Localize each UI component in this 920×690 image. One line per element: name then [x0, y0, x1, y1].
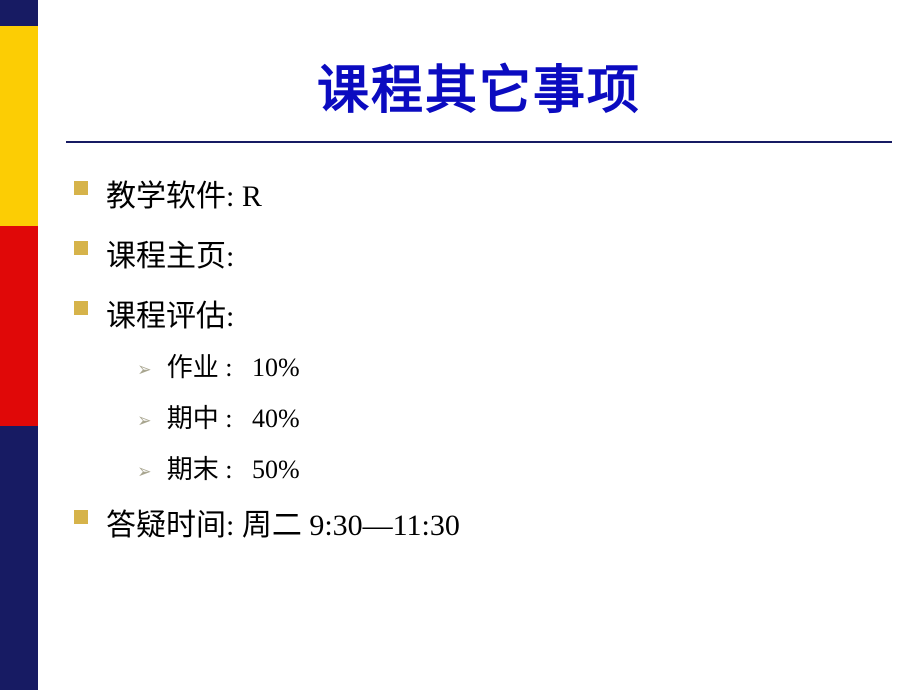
chevron-right-icon: ➢ — [137, 357, 151, 382]
bullet-item: 课程主页: — [74, 231, 920, 275]
bullet-item: 答疑时间: 周二 9:30—11:30 — [74, 500, 920, 544]
bullet-text: 课程评估: — [106, 291, 234, 335]
bullet-list: 教学软件: R 课程主页: 课程评估: ➢ 作业 : 10% ➢ 期中 : 40… — [74, 171, 920, 544]
sub-bullet-text: 期末 : 50% — [167, 449, 300, 486]
stripe-0 — [0, 0, 38, 26]
sub-bullet-item: ➢ 期中 : 40% — [136, 398, 920, 435]
sidebar-color-stripes — [0, 0, 38, 690]
square-bullet-icon — [74, 301, 88, 315]
bullet-text: 教学软件: R — [106, 171, 262, 215]
chevron-right-icon: ➢ — [137, 459, 151, 484]
chevron-right-icon: ➢ — [137, 408, 151, 433]
sub-bullet-text: 期中 : 40% — [167, 398, 300, 435]
stripe-3 — [0, 426, 38, 690]
slide-content: 课程其它事项 教学软件: R 课程主页: 课程评估: ➢ 作业 : 10% ➢ … — [38, 0, 920, 690]
title-underline — [66, 141, 892, 143]
sub-bullet-item: ➢ 作业 : 10% — [136, 347, 920, 384]
bullet-item: 课程评估: — [74, 291, 920, 335]
sub-bullet-list: ➢ 作业 : 10% ➢ 期中 : 40% ➢ 期末 : 50% — [136, 347, 920, 486]
sub-bullet-text: 作业 : 10% — [167, 347, 300, 384]
bullet-text: 课程主页: — [106, 231, 234, 275]
bullet-text: 答疑时间: 周二 9:30—11:30 — [106, 500, 460, 544]
stripe-2 — [0, 226, 38, 426]
square-bullet-icon — [74, 510, 88, 524]
bullet-item: 教学软件: R — [74, 171, 920, 215]
square-bullet-icon — [74, 241, 88, 255]
square-bullet-icon — [74, 181, 88, 195]
slide-title: 课程其它事项 — [38, 48, 920, 123]
sub-bullet-item: ➢ 期末 : 50% — [136, 449, 920, 486]
stripe-1 — [0, 26, 38, 226]
